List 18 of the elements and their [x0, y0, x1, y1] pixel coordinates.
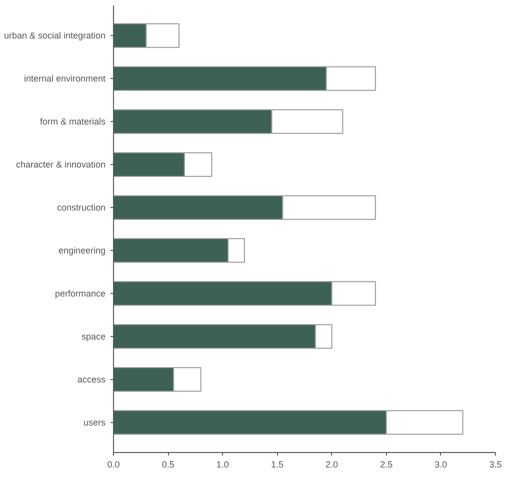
- x-tick-label: 1.5: [270, 460, 284, 470]
- y-tick-label: urban & social integration: [4, 30, 106, 41]
- y-tick-label: engineering: [58, 245, 106, 256]
- x-tick-label: 2.5: [380, 460, 393, 470]
- x-tick-label: 3.5: [489, 460, 502, 470]
- x-tick-label: 0.5: [162, 460, 174, 470]
- y-tick-label: access: [77, 374, 106, 384]
- x-tick-label: 2.0: [326, 460, 338, 470]
- y-tick-label: internal environment: [24, 74, 106, 84]
- y-tick-label: character & innovation: [16, 160, 106, 170]
- y-tick-label: users: [83, 417, 106, 428]
- x-tick-label: 1.0: [216, 460, 229, 470]
- y-tick-label: space: [81, 331, 106, 342]
- x-tick-label: 3.0: [434, 460, 448, 470]
- y-tick-label: form & materials: [40, 116, 106, 127]
- y-tick-label: performance: [54, 288, 106, 298]
- y-tick-label: construction: [56, 202, 106, 213]
- x-tick-label: 0.0: [107, 460, 120, 470]
